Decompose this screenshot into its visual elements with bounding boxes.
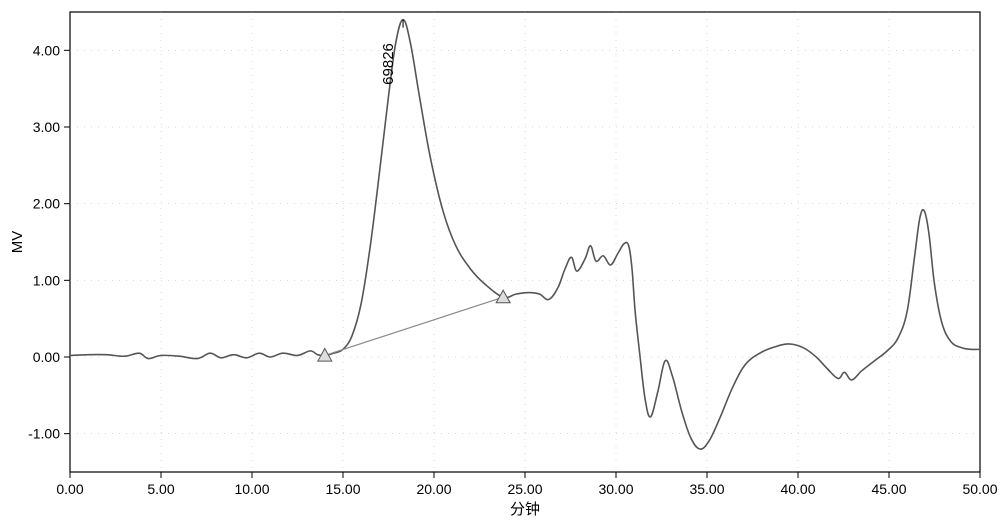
x-tick-label: 45.00	[871, 481, 906, 497]
x-tick-label: 40.00	[780, 481, 815, 497]
y-tick-label: 0.00	[33, 349, 60, 365]
y-tick-label: 1.00	[33, 272, 60, 288]
x-tick-label: 25.00	[507, 481, 542, 497]
x-tick-label: 35.00	[689, 481, 724, 497]
x-tick-label: 30.00	[598, 481, 633, 497]
x-tick-label: 15.00	[325, 481, 360, 497]
y-axis-label: MV	[9, 231, 26, 254]
x-tick-label: 50.00	[962, 481, 997, 497]
y-tick-label: 3.00	[33, 119, 60, 135]
x-tick-label: 20.00	[416, 481, 451, 497]
peak-area-label: 69826	[380, 43, 397, 85]
chromatogram-chart: 0.00 5.00 10.00 15.00 20.00 25.00 30.00 35.00 40…	[0, 0, 1000, 522]
chart-svg: 0.00 5.00 10.00 15.00 20.00 25.00 30.00 35.00 40…	[0, 0, 1000, 522]
y-tick-label: -1.00	[28, 426, 60, 442]
x-tick-label: 10.00	[234, 481, 269, 497]
y-tick-label: 4.00	[33, 42, 60, 58]
x-tick-label: 5.00	[147, 481, 174, 497]
y-tick-label: 2.00	[33, 196, 60, 212]
x-axis-label: 分钟	[510, 501, 540, 518]
x-tick-label: 0.00	[56, 481, 83, 497]
